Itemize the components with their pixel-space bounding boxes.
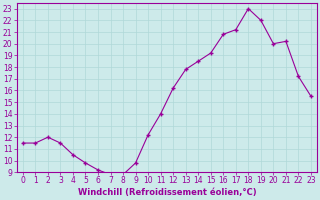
X-axis label: Windchill (Refroidissement éolien,°C): Windchill (Refroidissement éolien,°C) xyxy=(77,188,256,197)
